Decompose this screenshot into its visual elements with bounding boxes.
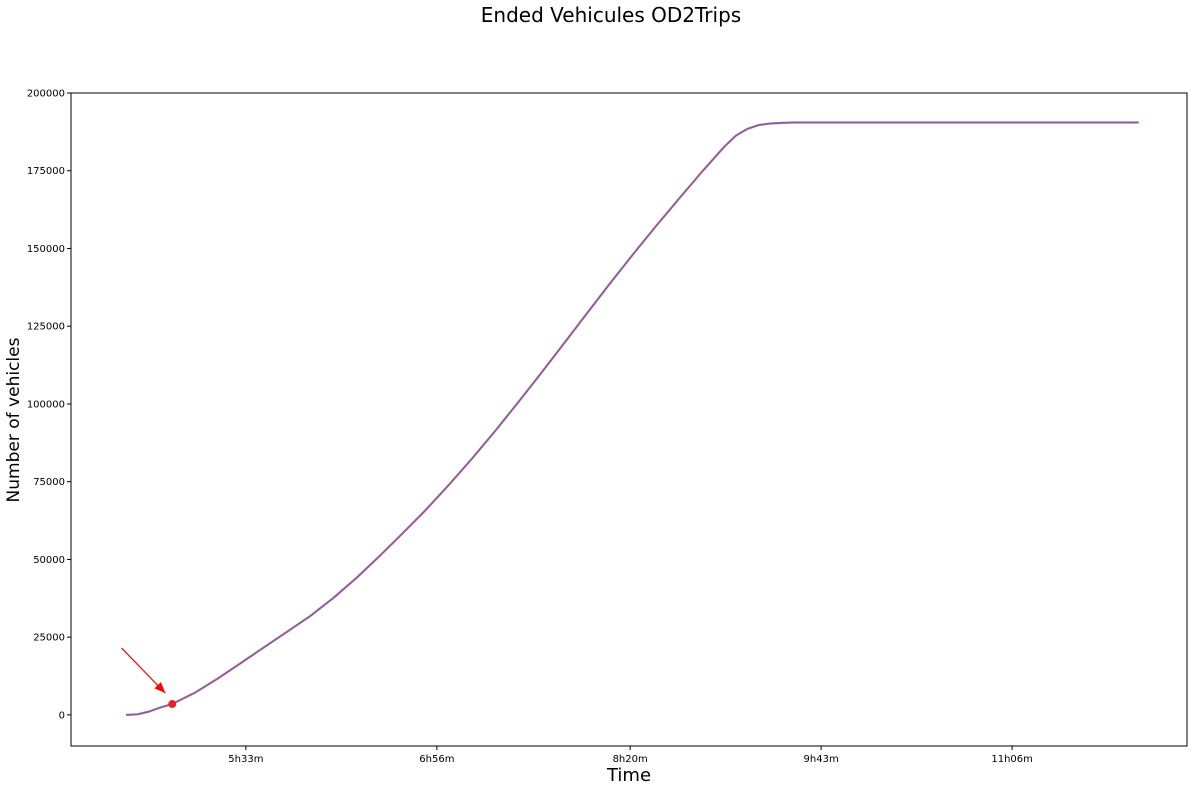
- chart-title: Ended Vehicules OD2Trips: [481, 3, 741, 27]
- y-tick-label: 100000: [27, 399, 65, 410]
- y-tick-label: 50000: [33, 555, 65, 566]
- y-tick-label: 25000: [33, 633, 65, 644]
- x-tick-label: 6h56m: [419, 754, 454, 765]
- x-tick-label: 5h33m: [228, 754, 263, 765]
- x-tick-label: 9h43m: [804, 754, 839, 765]
- annotation-layer: [121, 647, 177, 709]
- y-tick-label: 75000: [33, 477, 65, 488]
- plot-frame: [70, 92, 1188, 747]
- y-tick-label: 175000: [27, 166, 65, 177]
- series-line: [126, 121, 1139, 716]
- y-tick-label: 150000: [27, 244, 65, 255]
- x-axis: 5h33m 6h56m 8h20m 9h43m 11h06m: [228, 746, 1033, 765]
- x-axis-label: Time: [606, 765, 651, 786]
- y-tick-label: 0: [59, 710, 65, 721]
- y-tick-label: 200000: [27, 89, 65, 100]
- y-axis-label: Number of vehicles: [4, 337, 24, 502]
- annotation-arrow-head: [154, 682, 166, 694]
- x-tick-label: 11h06m: [991, 754, 1033, 765]
- x-tick-label: 8h20m: [613, 754, 648, 765]
- annotation-marker: [168, 700, 177, 709]
- y-tick-label: 125000: [27, 322, 65, 333]
- y-axis: 0 25000 50000 75000 100000 125000 150000 175000…: [27, 89, 71, 721]
- series-layer: [126, 121, 1139, 716]
